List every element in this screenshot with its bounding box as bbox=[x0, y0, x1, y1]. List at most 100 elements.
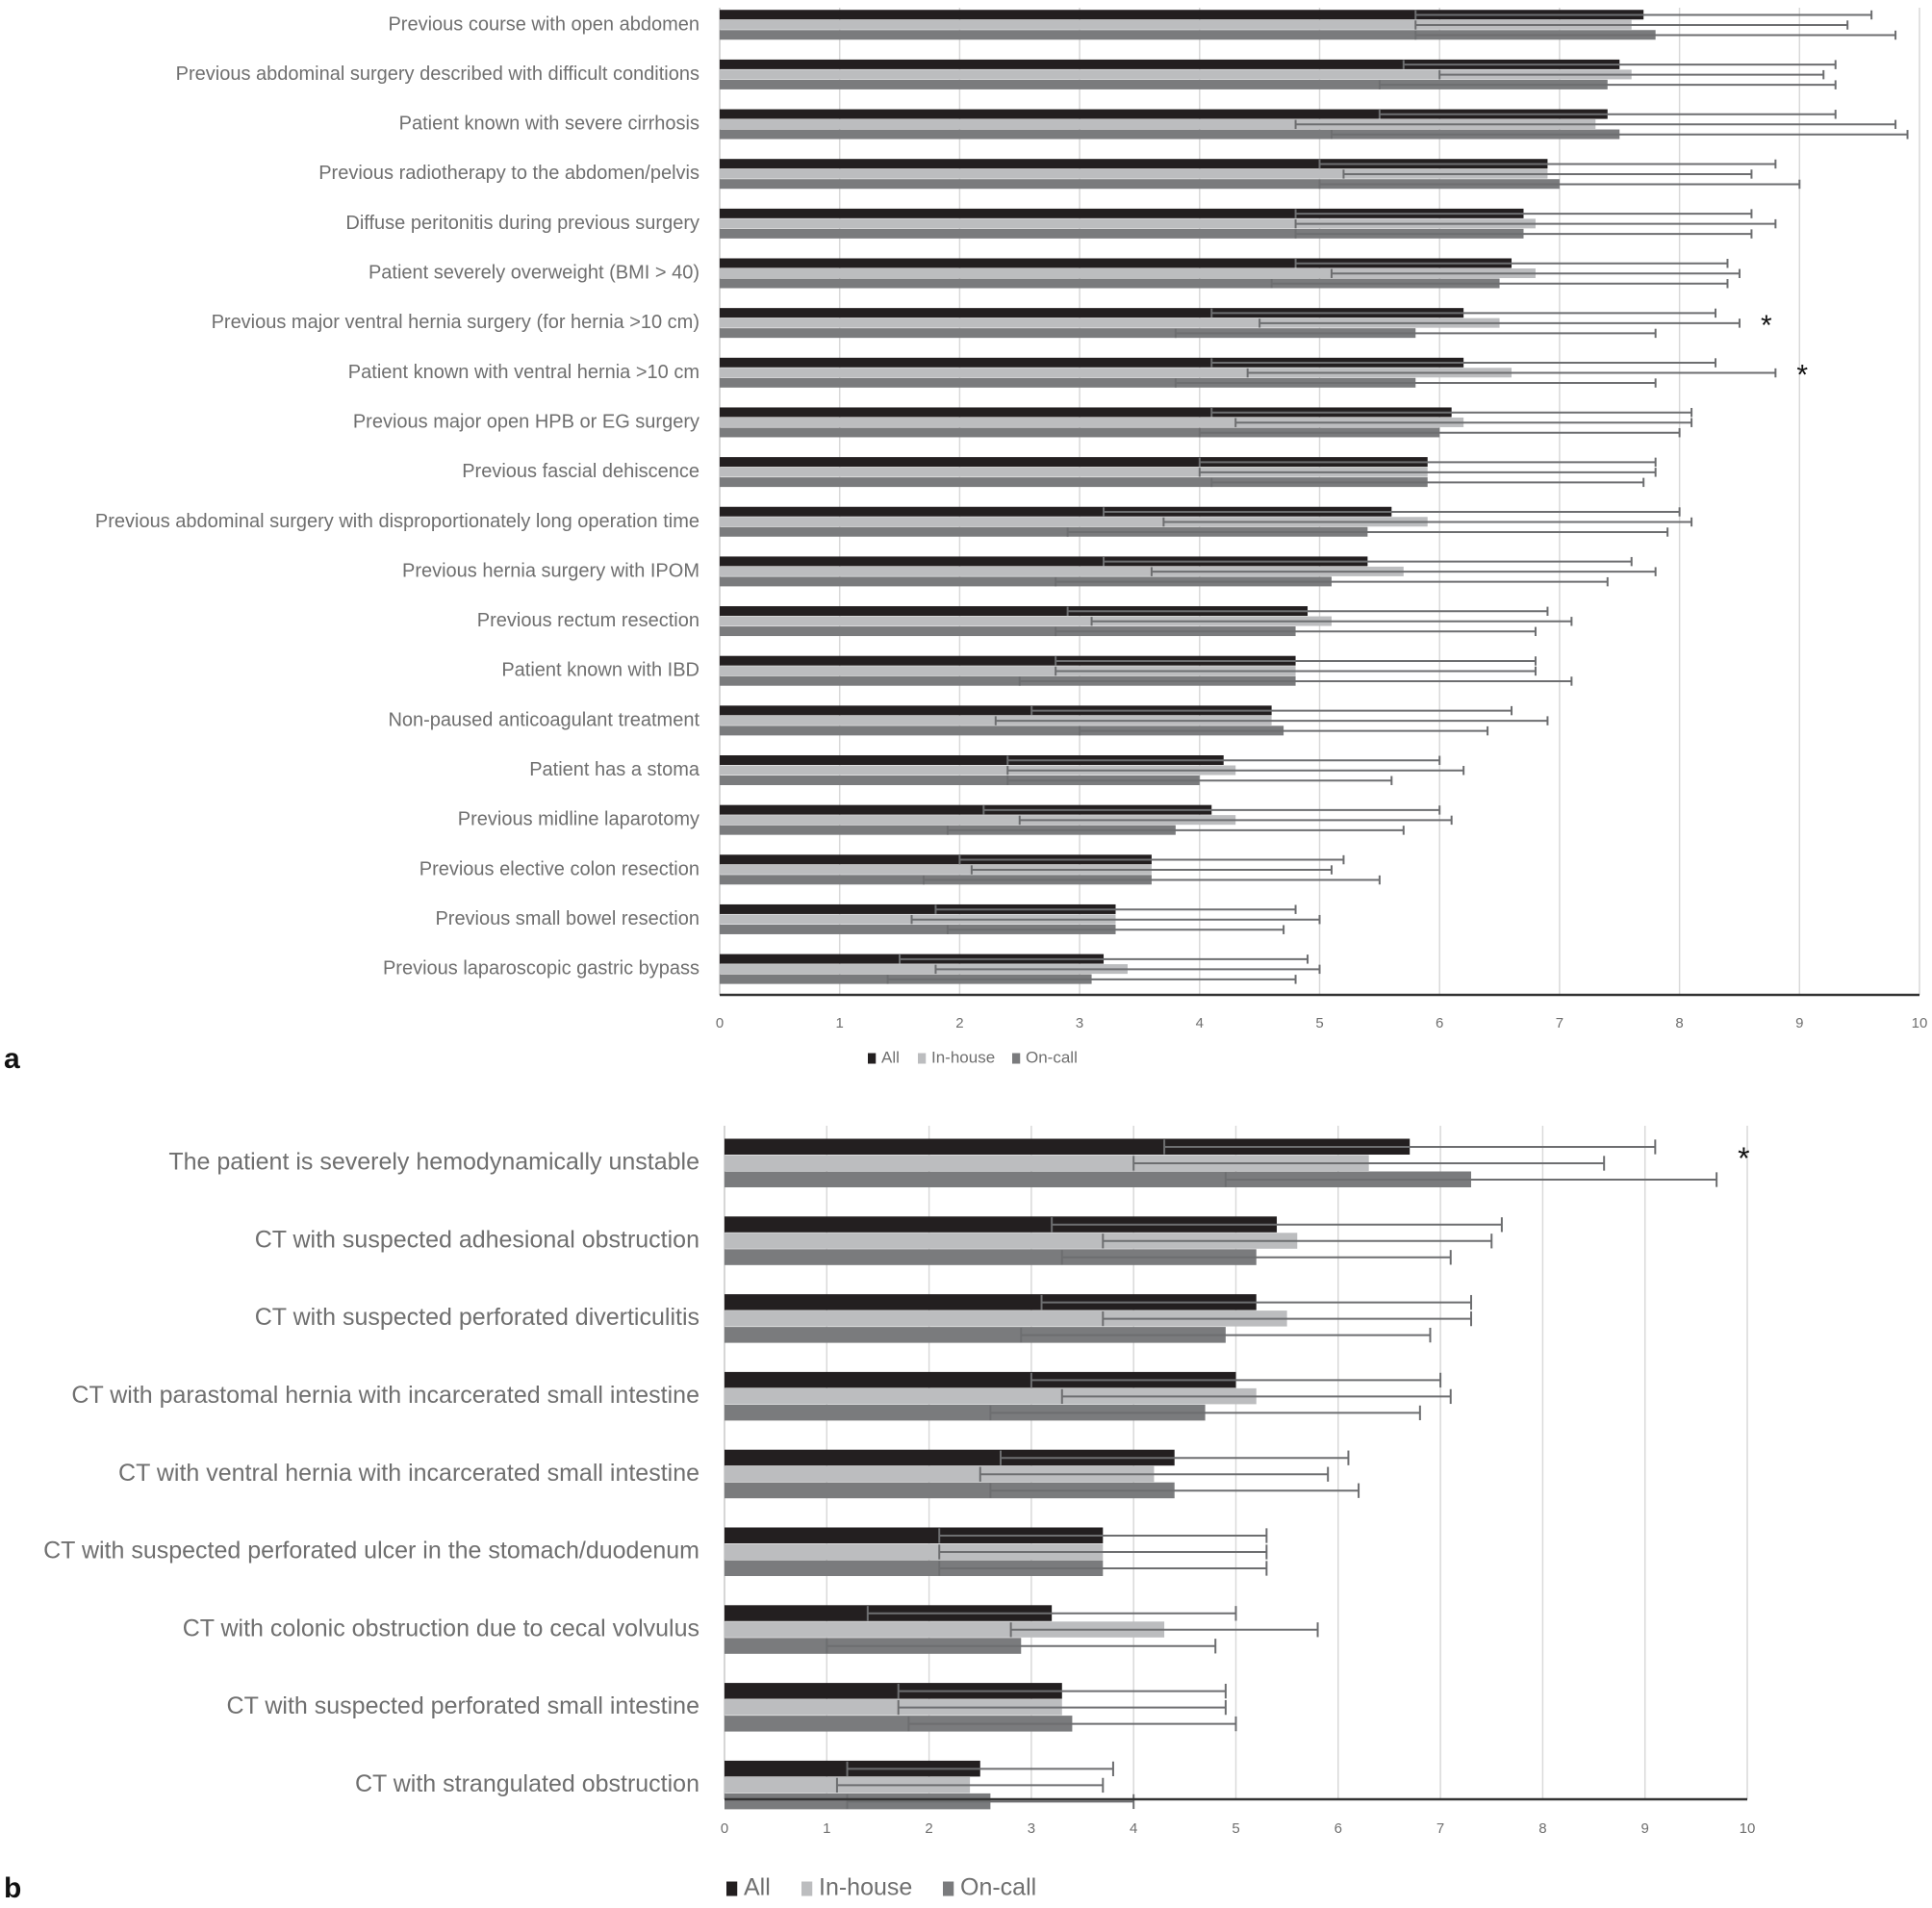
category-labels: The patient is severely hemodynamically … bbox=[43, 1149, 699, 1797]
category-label: Non-paused anticoagulant treatment bbox=[388, 709, 699, 730]
category-label: CT with suspected perforated diverticuli… bbox=[255, 1304, 699, 1331]
annotations: * bbox=[1738, 1141, 1749, 1176]
bar-on-call bbox=[720, 179, 1560, 190]
bar-on-call bbox=[720, 228, 1524, 239]
bar-in-house bbox=[720, 368, 1513, 378]
bar-all bbox=[720, 258, 1513, 268]
bar-on-call bbox=[724, 1249, 1257, 1265]
bar-on-call bbox=[720, 427, 1440, 438]
bar-on-call bbox=[720, 526, 1368, 537]
bar-all bbox=[720, 854, 1152, 865]
x-tick-label: 4 bbox=[1130, 1820, 1137, 1837]
bar-on-call bbox=[724, 1560, 1104, 1576]
x-tick-label: 1 bbox=[823, 1820, 830, 1837]
bar-all bbox=[720, 655, 1296, 666]
bar-on-call bbox=[724, 1716, 1073, 1732]
bar-in-house bbox=[720, 69, 1632, 80]
bar-in-house bbox=[720, 417, 1464, 427]
legend-label: On-call bbox=[1026, 1048, 1078, 1066]
bar-all bbox=[720, 705, 1272, 716]
gridlines bbox=[719, 8, 1920, 995]
legend-label: In-house bbox=[931, 1048, 995, 1066]
tick-labels: 0 1 2 3 4 5 6 7 8 9 10 bbox=[716, 1015, 1928, 1031]
significance-star: * bbox=[1761, 310, 1772, 342]
x-tick-label: 6 bbox=[1335, 1820, 1342, 1837]
x-tick-label: 1 bbox=[836, 1015, 844, 1031]
bars bbox=[720, 10, 1656, 984]
bar-in-house bbox=[720, 566, 1404, 576]
category-label: Diffuse peritonitis during previous surg… bbox=[345, 213, 699, 234]
significance-star: * bbox=[1796, 360, 1808, 392]
bar-in-house bbox=[720, 168, 1548, 179]
bar-in-house bbox=[724, 1465, 1155, 1483]
bar-in-house bbox=[724, 1310, 1287, 1327]
category-label: CT with strangulated obstruction bbox=[355, 1770, 699, 1797]
bar-on-call bbox=[724, 1171, 1471, 1187]
category-label: Previous abdominal surgery described wit… bbox=[176, 64, 699, 85]
bar-on-call bbox=[724, 1404, 1206, 1421]
legend-swatch-on-call bbox=[1012, 1053, 1021, 1064]
bar-all bbox=[724, 1294, 1257, 1310]
legend-swatch-in-house bbox=[918, 1053, 927, 1064]
bar-on-call bbox=[720, 924, 1116, 934]
chart-panel-a: Previous course with open abdomen Previou… bbox=[4, 8, 1927, 1075]
bar-all bbox=[720, 457, 1428, 468]
bar-all bbox=[720, 804, 1212, 815]
category-label: CT with suspected adhesional obstruction bbox=[255, 1226, 699, 1253]
x-tick-label: 0 bbox=[721, 1820, 728, 1837]
bar-on-call bbox=[720, 675, 1296, 686]
category-label: Previous major ventral hernia surgery (f… bbox=[212, 312, 699, 333]
bar-on-call bbox=[720, 278, 1500, 289]
category-label: CT with suspected perforated ulcer in th… bbox=[43, 1538, 699, 1565]
bar-in-house bbox=[724, 1387, 1257, 1405]
category-label: Previous major open HPB or EG surgery bbox=[353, 411, 699, 432]
category-label: Patient has a stoma bbox=[529, 759, 700, 780]
bar-in-house bbox=[724, 1621, 1165, 1638]
significance-star: * bbox=[1738, 1141, 1749, 1176]
category-label: CT with colonic obstruction due to cecal… bbox=[183, 1615, 699, 1641]
bar-in-house bbox=[720, 815, 1236, 826]
legend-label: All bbox=[744, 1874, 771, 1901]
bar-on-call bbox=[720, 328, 1416, 339]
bar-all bbox=[720, 506, 1392, 517]
category-label: Previous radiotherapy to the abdomen/pel… bbox=[318, 163, 699, 184]
legend-swatch-in-house bbox=[801, 1881, 813, 1896]
bar-in-house bbox=[720, 467, 1428, 477]
error-bars bbox=[826, 1139, 1718, 1810]
category-label: The patient is severely hemodynamically … bbox=[168, 1149, 699, 1176]
x-tick-label: 8 bbox=[1538, 1820, 1546, 1837]
x-tick-label: 4 bbox=[1196, 1015, 1204, 1031]
category-label: Previous rectum resection bbox=[477, 610, 699, 631]
bar-on-call bbox=[724, 1482, 1175, 1499]
chart-panel-b: The patient is severely hemodynamically … bbox=[4, 1126, 1755, 1904]
bar-all bbox=[720, 556, 1368, 567]
category-label: Patient known with IBD bbox=[501, 660, 699, 681]
bar-all bbox=[724, 1371, 1236, 1388]
category-label: Previous laparoscopic gastric bypass bbox=[383, 958, 699, 979]
bar-all bbox=[720, 10, 1644, 20]
category-label: Previous elective colon resection bbox=[419, 858, 699, 879]
bar-in-house bbox=[724, 1155, 1369, 1171]
x-tick-label: 7 bbox=[1556, 1015, 1563, 1031]
bar-all bbox=[720, 357, 1464, 368]
bar-on-call bbox=[720, 725, 1284, 736]
category-label: Previous fascial dehiscence bbox=[462, 461, 699, 482]
bar-all bbox=[724, 1449, 1175, 1466]
bar-in-house bbox=[720, 517, 1428, 527]
tick-labels: 0 1 2 3 4 5 6 7 8 9 10 bbox=[721, 1820, 1756, 1837]
panel-label: a bbox=[4, 1043, 20, 1075]
x-tick-label: 3 bbox=[1028, 1820, 1035, 1837]
bar-on-call bbox=[720, 477, 1428, 488]
bar-on-call bbox=[720, 79, 1608, 89]
bar-in-house bbox=[720, 765, 1236, 776]
bar-all bbox=[720, 208, 1524, 218]
x-tick-label: 2 bbox=[925, 1820, 932, 1837]
bar-in-house bbox=[720, 666, 1296, 676]
x-tick-label: 3 bbox=[1076, 1015, 1083, 1031]
legend-swatch-all bbox=[868, 1053, 877, 1064]
bar-in-house bbox=[720, 864, 1152, 875]
legend-label: In-house bbox=[819, 1874, 912, 1901]
bar-on-call bbox=[720, 30, 1656, 40]
x-tick-label: 7 bbox=[1436, 1820, 1444, 1837]
panel-label: b bbox=[4, 1872, 21, 1904]
